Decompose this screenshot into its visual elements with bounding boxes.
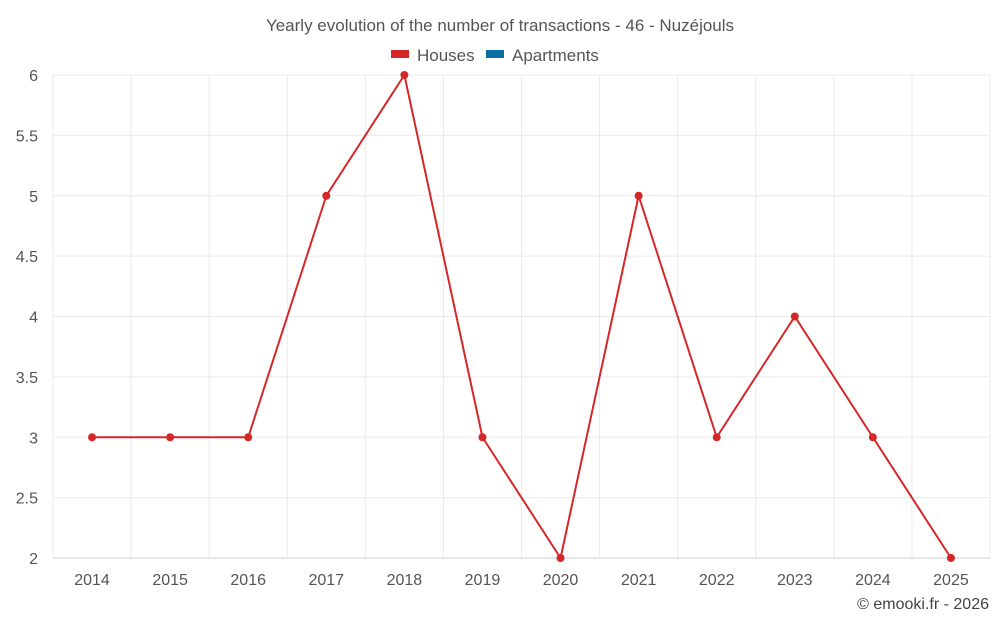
x-tick-label: 2020 <box>543 572 579 589</box>
x-tick-label: 2018 <box>387 572 423 589</box>
credit-text: © emooki.fr - 2026 <box>857 596 989 613</box>
legend-swatch-houses <box>391 50 409 58</box>
x-tick-label: 2014 <box>74 572 110 589</box>
y-tick-label: 2.5 <box>16 491 38 508</box>
data-point-houses-2017[interactable] <box>322 191 331 200</box>
y-tick-label: 4.5 <box>16 249 38 266</box>
x-tick-label: 2023 <box>777 572 813 589</box>
legend: Houses Apartments <box>391 46 599 65</box>
y-axis-tick-labels: 2 2.5 3 3.5 4 4.5 5 5.5 6 <box>16 68 38 568</box>
y-tick-label: 3.5 <box>16 370 38 387</box>
data-point-houses-2020[interactable] <box>556 554 565 562</box>
legend-swatch-apartments <box>486 50 504 58</box>
data-point-houses-2023[interactable] <box>790 312 799 321</box>
y-tick-label: 6 <box>29 68 38 85</box>
y-tick-label: 4 <box>29 310 38 327</box>
legend-label-apartments[interactable]: Apartments <box>512 46 599 65</box>
y-tick-label: 5 <box>29 189 38 206</box>
data-point-houses-2024[interactable] <box>868 433 877 442</box>
x-tick-label: 2022 <box>699 572 735 589</box>
data-point-houses-2016[interactable] <box>244 433 253 442</box>
x-tick-label: 2017 <box>308 572 344 589</box>
data-point-houses-2015[interactable] <box>166 433 175 442</box>
data-point-houses-2021[interactable] <box>634 191 643 200</box>
x-tick-label: 2021 <box>621 572 657 589</box>
series-line-houses <box>92 74 952 559</box>
series-group <box>88 71 955 562</box>
data-point-houses-2019[interactable] <box>478 433 487 442</box>
data-point-houses-2018[interactable] <box>400 71 409 79</box>
x-tick-label: 2016 <box>230 572 266 589</box>
y-tick-label: 2 <box>29 551 38 568</box>
data-point-houses-2025[interactable] <box>946 554 955 562</box>
x-axis-tick-labels: 2014 2015 2016 2017 2018 2019 2020 2021 2022 2023… <box>74 572 969 589</box>
x-tick-label: 2019 <box>465 572 501 589</box>
data-point-houses-2014[interactable] <box>88 433 97 442</box>
legend-label-houses[interactable]: Houses <box>417 46 475 65</box>
x-tick-label: 2024 <box>855 572 891 589</box>
y-tick-label: 5.5 <box>16 128 38 145</box>
x-tick-label: 2015 <box>152 572 188 589</box>
data-point-houses-2022[interactable] <box>712 433 721 442</box>
y-tick-label: 3 <box>29 430 38 447</box>
chart-title: Yearly evolution of the number of transa… <box>266 16 734 35</box>
x-tick-label: 2025 <box>933 572 969 589</box>
